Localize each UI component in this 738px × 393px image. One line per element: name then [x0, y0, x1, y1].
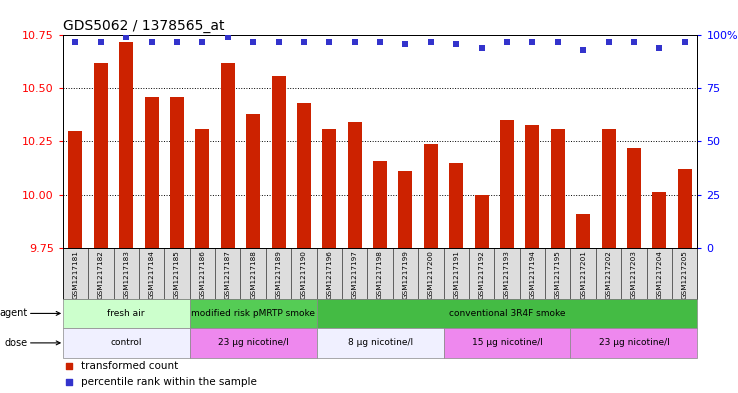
Text: GSM1217195: GSM1217195 [555, 250, 561, 299]
Text: 8 μg nicotine/l: 8 μg nicotine/l [348, 338, 413, 347]
Bar [63, 299, 190, 328]
Text: transformed count: transformed count [80, 362, 178, 371]
Point [577, 47, 589, 53]
Point [323, 39, 335, 45]
Bar [627, 148, 641, 248]
Bar [500, 120, 514, 248]
Text: percentile rank within the sample: percentile rank within the sample [80, 377, 256, 387]
Point [526, 39, 538, 45]
Bar [570, 328, 697, 358]
Text: GSM1217185: GSM1217185 [174, 250, 180, 299]
Text: GSM1217193: GSM1217193 [504, 250, 510, 299]
Point [552, 39, 564, 45]
Text: GSM1217200: GSM1217200 [428, 250, 434, 299]
Point [679, 39, 691, 45]
Bar [246, 114, 260, 248]
Bar [424, 143, 438, 248]
Text: GSM1217198: GSM1217198 [377, 250, 383, 299]
Point [63, 363, 75, 369]
Text: GSM1217188: GSM1217188 [250, 250, 256, 299]
Text: 15 μg nicotine/l: 15 μg nicotine/l [472, 338, 542, 347]
Text: GSM1217201: GSM1217201 [580, 250, 586, 299]
Text: control: control [111, 338, 142, 347]
Text: GSM1217199: GSM1217199 [402, 250, 408, 299]
Bar [190, 299, 317, 328]
Point [653, 45, 665, 51]
Text: GSM1217191: GSM1217191 [453, 250, 459, 299]
Text: GSM1217181: GSM1217181 [72, 250, 78, 299]
Text: GSM1217192: GSM1217192 [479, 250, 485, 299]
Text: GSM1217183: GSM1217183 [123, 250, 129, 299]
Text: GSM1217202: GSM1217202 [606, 250, 612, 299]
Text: dose: dose [4, 338, 60, 348]
Text: GSM1217189: GSM1217189 [275, 250, 281, 299]
Bar [652, 193, 666, 248]
Bar [297, 103, 311, 248]
Text: GSM1217197: GSM1217197 [352, 250, 358, 299]
Bar [94, 63, 108, 248]
Bar [145, 97, 159, 248]
Point [171, 39, 183, 45]
Text: GSM1217196: GSM1217196 [326, 250, 332, 299]
Point [222, 34, 234, 40]
Text: conventional 3R4F smoke: conventional 3R4F smoke [449, 309, 565, 318]
Text: 23 μg nicotine/l: 23 μg nicotine/l [599, 338, 669, 347]
Bar [69, 131, 83, 248]
Bar [120, 42, 133, 248]
Point [450, 41, 462, 47]
Text: modified risk pMRTP smoke: modified risk pMRTP smoke [191, 309, 315, 318]
Point [501, 39, 513, 45]
Bar [272, 76, 286, 248]
Text: GSM1217184: GSM1217184 [148, 250, 154, 299]
Bar [373, 161, 387, 248]
Point [628, 39, 640, 45]
Point [69, 39, 81, 45]
Point [298, 39, 310, 45]
Bar [551, 129, 565, 248]
Point [63, 379, 75, 385]
Text: GSM1217190: GSM1217190 [301, 250, 307, 299]
Point [603, 39, 615, 45]
Text: GDS5062 / 1378565_at: GDS5062 / 1378565_at [63, 19, 224, 33]
Bar [525, 125, 539, 248]
Bar [348, 122, 362, 248]
Point [95, 39, 107, 45]
Point [476, 45, 488, 51]
Point [425, 39, 437, 45]
Bar [170, 97, 184, 248]
Bar [221, 63, 235, 248]
Bar [601, 129, 615, 248]
Text: 23 μg nicotine/l: 23 μg nicotine/l [218, 338, 289, 347]
Bar [317, 299, 697, 328]
Text: agent: agent [0, 309, 60, 318]
Bar [475, 195, 489, 248]
Bar [63, 328, 190, 358]
Bar [576, 214, 590, 248]
Text: GSM1217182: GSM1217182 [98, 250, 104, 299]
Bar [449, 163, 463, 248]
Point [120, 34, 132, 40]
Point [349, 39, 361, 45]
Text: GSM1217187: GSM1217187 [225, 250, 231, 299]
Point [247, 39, 259, 45]
Point [374, 39, 386, 45]
Point [145, 39, 157, 45]
Bar [190, 328, 317, 358]
Bar [677, 169, 692, 248]
Bar [399, 171, 413, 248]
Point [272, 39, 284, 45]
Text: GSM1217194: GSM1217194 [529, 250, 535, 299]
Point [196, 39, 208, 45]
Bar [444, 328, 570, 358]
Bar [196, 129, 210, 248]
Point [399, 41, 411, 47]
Text: fresh air: fresh air [108, 309, 145, 318]
Text: GSM1217204: GSM1217204 [656, 250, 662, 299]
Text: GSM1217186: GSM1217186 [199, 250, 205, 299]
Bar [317, 328, 444, 358]
Text: GSM1217203: GSM1217203 [631, 250, 637, 299]
Bar [323, 129, 337, 248]
Text: GSM1217205: GSM1217205 [682, 250, 688, 299]
